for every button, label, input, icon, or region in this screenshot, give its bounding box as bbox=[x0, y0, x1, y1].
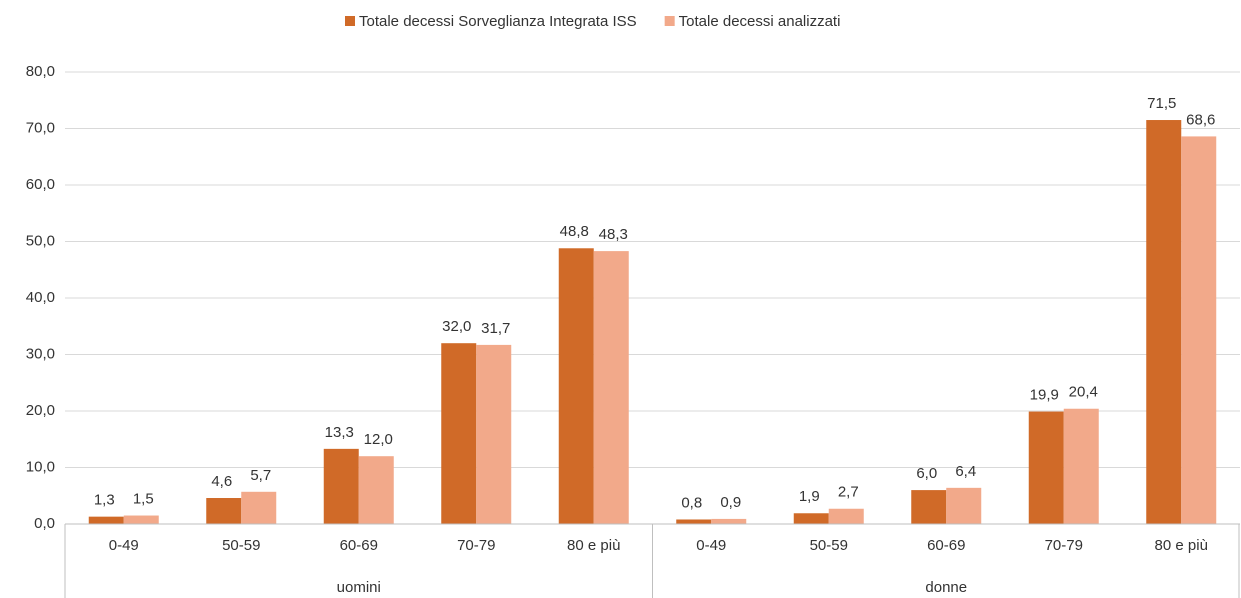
bar bbox=[828, 508, 864, 524]
x-tick-label: 50-59 bbox=[222, 537, 260, 554]
value-label: 20,4 bbox=[1069, 384, 1098, 401]
bar bbox=[711, 518, 747, 524]
bar bbox=[323, 448, 359, 524]
x-tick-label: 0-49 bbox=[696, 537, 726, 554]
x-tick-label: 0-49 bbox=[109, 537, 139, 554]
value-label: 31,7 bbox=[481, 320, 510, 337]
x-tick-label: 80 e più bbox=[567, 537, 620, 554]
bar bbox=[476, 344, 512, 524]
bar bbox=[911, 490, 947, 524]
value-label: 1,5 bbox=[133, 490, 154, 507]
value-label: 68,6 bbox=[1186, 111, 1215, 128]
value-label: 19,9 bbox=[1030, 387, 1059, 404]
y-tick-label: 50,0 bbox=[26, 232, 55, 249]
group-label: uomini bbox=[337, 579, 381, 596]
bar bbox=[676, 519, 712, 524]
x-tick-label: 70-79 bbox=[1045, 537, 1083, 554]
value-label: 2,7 bbox=[838, 484, 859, 501]
value-label: 6,0 bbox=[916, 465, 937, 482]
y-tick-label: 30,0 bbox=[26, 345, 55, 362]
y-tick-label: 80,0 bbox=[26, 63, 55, 80]
value-label: 12,0 bbox=[364, 431, 393, 448]
bar bbox=[1063, 408, 1099, 524]
x-tick-label: 50-59 bbox=[810, 537, 848, 554]
value-label: 1,9 bbox=[799, 488, 820, 505]
value-label: 71,5 bbox=[1147, 95, 1176, 112]
legend-swatch bbox=[345, 16, 355, 26]
legend-swatch bbox=[664, 16, 675, 26]
bar bbox=[88, 516, 124, 524]
value-label: 6,4 bbox=[955, 463, 976, 480]
y-tick-label: 40,0 bbox=[26, 289, 55, 306]
value-label: 0,8 bbox=[681, 494, 702, 511]
x-tick-label: 70-79 bbox=[457, 537, 495, 554]
bar bbox=[441, 343, 477, 524]
x-tick-label: 80 e più bbox=[1155, 537, 1208, 554]
value-label: 48,3 bbox=[599, 226, 628, 243]
legend-label: Totale decessi analizzati bbox=[679, 13, 841, 30]
bar bbox=[946, 487, 982, 524]
bar bbox=[1028, 411, 1064, 524]
value-label: 48,8 bbox=[560, 223, 589, 240]
value-label: 0,9 bbox=[720, 494, 741, 511]
y-tick-label: 70,0 bbox=[26, 119, 55, 136]
bar bbox=[1146, 120, 1182, 525]
legend-label: Totale decessi Sorveglianza Integrata IS… bbox=[359, 13, 637, 30]
y-tick-label: 20,0 bbox=[26, 402, 55, 419]
value-label: 1,3 bbox=[94, 492, 115, 509]
y-tick-label: 60,0 bbox=[26, 176, 55, 193]
bar bbox=[241, 491, 277, 524]
value-label: 5,7 bbox=[250, 467, 271, 484]
group-label: donne bbox=[925, 579, 967, 596]
x-tick-label: 60-69 bbox=[927, 537, 965, 554]
value-label: 32,0 bbox=[442, 318, 471, 335]
bar bbox=[593, 251, 629, 525]
y-tick-label: 10,0 bbox=[26, 458, 55, 475]
bar bbox=[1181, 136, 1217, 524]
bar bbox=[558, 248, 594, 524]
value-label: 13,3 bbox=[325, 424, 354, 441]
bar bbox=[206, 498, 242, 524]
y-tick-label: 0,0 bbox=[34, 515, 55, 532]
bar bbox=[123, 515, 159, 524]
x-tick-label: 60-69 bbox=[340, 537, 378, 554]
bar bbox=[793, 513, 829, 524]
value-label: 4,6 bbox=[211, 473, 232, 490]
bar bbox=[358, 456, 394, 524]
